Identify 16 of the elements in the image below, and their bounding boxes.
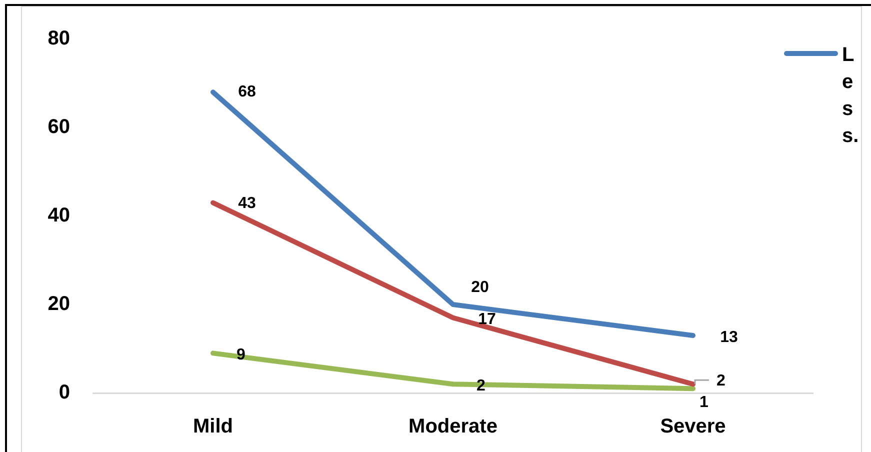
x-tick-label: Mild bbox=[193, 416, 233, 438]
y-tick-label: 60 bbox=[48, 116, 70, 138]
y-tick-label: 40 bbox=[48, 204, 70, 227]
x-tick-label: Moderate bbox=[408, 416, 498, 438]
legend-label: Less. bbox=[842, 43, 860, 149]
y-tick-label: 80 bbox=[48, 28, 70, 50]
data-label: 13 bbox=[720, 328, 738, 346]
data-label: 68 bbox=[238, 84, 256, 101]
data-label: 20 bbox=[471, 278, 489, 296]
x-tick-label: Severe bbox=[660, 416, 726, 438]
y-tick-label: 20 bbox=[48, 293, 70, 316]
data-label: 43 bbox=[238, 195, 256, 212]
data-label: 1 bbox=[700, 394, 709, 411]
data-label: 17 bbox=[478, 311, 496, 328]
data-label: 2 bbox=[716, 372, 726, 390]
y-tick-label: 0 bbox=[58, 382, 70, 404]
